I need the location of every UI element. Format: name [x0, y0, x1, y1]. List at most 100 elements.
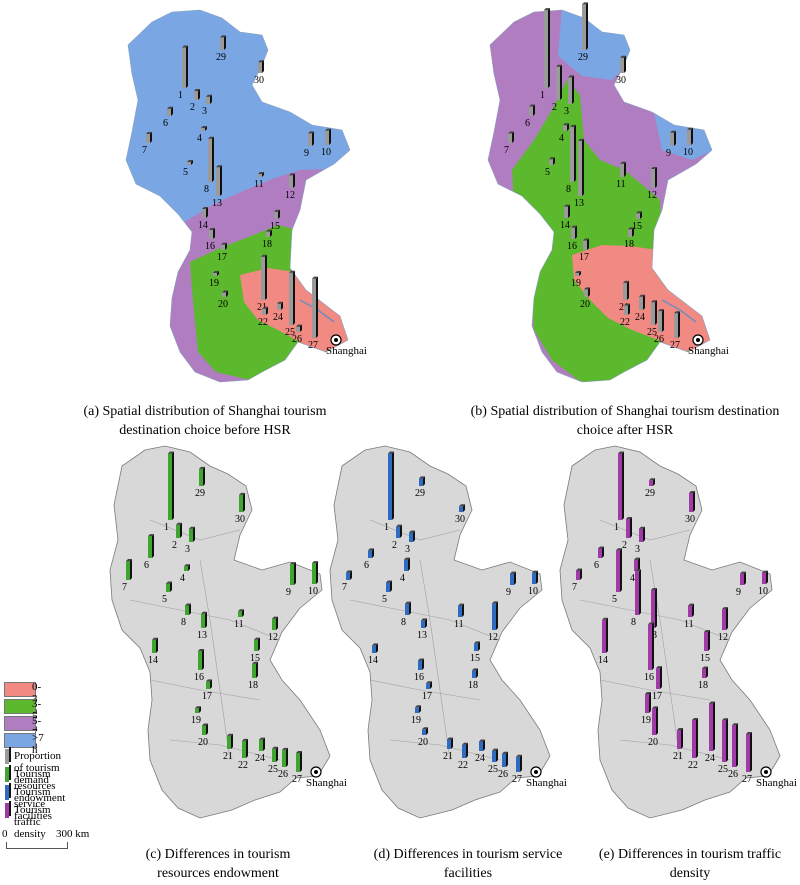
bar-top: [651, 300, 657, 303]
bar-top: [272, 746, 278, 749]
city-label: 29: [216, 52, 226, 63]
bar-top: [639, 294, 645, 297]
bar-front: [201, 613, 205, 628]
bar-side: [588, 287, 590, 297]
bar-side: [548, 8, 550, 89]
bar-side: [170, 581, 172, 592]
bar-top: [386, 580, 392, 583]
legend-swatch: [4, 699, 36, 714]
legend-swatch: [4, 716, 36, 731]
bar-a-city-13: [216, 165, 222, 196]
bar-d-city-8: [405, 601, 411, 615]
bar-e-city-29: [649, 478, 655, 486]
bar-top: [206, 679, 212, 682]
bar-top: [346, 570, 352, 573]
city-label: 7: [342, 582, 347, 593]
bar-side: [638, 557, 640, 571]
bar-c-city-30: [239, 492, 245, 512]
bar-front: [146, 134, 150, 143]
bar-top: [258, 60, 264, 63]
bar-d-city-10: [532, 570, 538, 584]
bar-front: [222, 292, 226, 297]
bar-side: [652, 622, 654, 670]
bar-front: [388, 453, 392, 520]
city-label: 1: [540, 90, 545, 101]
bar-top: [502, 751, 508, 754]
bar-d-city-5: [386, 580, 392, 592]
bar-front: [583, 240, 587, 250]
city-label: 5: [183, 167, 188, 178]
bar-top: [762, 570, 768, 573]
bar-front: [635, 571, 639, 615]
bar-d-city-19: [415, 705, 421, 713]
bar-side: [220, 165, 222, 196]
bar-c-city-12: [272, 616, 278, 630]
bar-side: [278, 209, 280, 219]
bar-front: [582, 4, 586, 50]
bar-front: [209, 230, 213, 239]
bar-side: [246, 738, 248, 758]
city-label: 7: [142, 145, 147, 156]
bar-top: [409, 530, 415, 533]
city-label: 3: [185, 544, 190, 555]
city-label: 16: [414, 672, 424, 683]
bar-side: [266, 306, 268, 315]
city-label: 24: [273, 312, 283, 323]
city-label: 15: [700, 653, 710, 664]
city-label: 29: [195, 488, 205, 499]
bar-side: [186, 45, 188, 88]
bar-side: [329, 128, 331, 145]
bar-side: [293, 173, 295, 188]
bar-top: [308, 131, 314, 134]
bar-front: [624, 305, 628, 315]
bar-top: [645, 692, 651, 694]
bar-top: [422, 727, 428, 730]
bar-front: [648, 624, 652, 670]
city-label: 13: [574, 198, 584, 209]
bar-side: [262, 60, 264, 73]
bar-side: [643, 294, 645, 310]
bar-front: [258, 62, 262, 73]
shanghai-label: Shanghai: [306, 777, 347, 789]
bar-front: [459, 506, 463, 512]
shanghai-marker-dot: [696, 338, 700, 342]
bar-e-city-10: [762, 570, 768, 584]
city-label: 3: [405, 544, 410, 555]
bar-top: [182, 45, 188, 48]
city-label: 25: [268, 764, 278, 775]
bar-top: [372, 643, 378, 646]
bar-side: [512, 131, 514, 143]
city-label: 14: [148, 655, 158, 666]
bar-side: [620, 548, 622, 592]
city-label: 4: [180, 573, 185, 584]
bar-front: [148, 536, 152, 558]
bar-top: [396, 524, 402, 527]
city-label: 10: [321, 147, 331, 158]
city-label: 1: [178, 90, 183, 101]
city-label: 30: [455, 514, 465, 525]
bar-top: [216, 165, 222, 168]
bar-top: [208, 136, 214, 139]
bar-top: [532, 570, 538, 573]
city-label: 29: [415, 488, 425, 499]
bar-side: [536, 570, 538, 584]
bar-c-city-8: [185, 603, 191, 615]
bar-top: [290, 562, 296, 565]
bar-c-city-9: [290, 562, 296, 585]
city-label: 22: [458, 760, 468, 771]
bar-e-city-1: [618, 451, 624, 520]
bar-a-city-26: [296, 324, 302, 332]
city-label: 2: [622, 540, 627, 551]
bar-a-city-14: [202, 207, 208, 218]
bar-front: [419, 478, 423, 486]
bar-top: [194, 89, 200, 91]
city-label: 18: [624, 239, 634, 250]
bar-e-city-14: [602, 617, 608, 653]
bar-front: [198, 651, 202, 670]
bar-side: [766, 570, 768, 584]
bar-top: [239, 492, 245, 495]
bar-e-city-27: [746, 732, 752, 772]
bar-front: [166, 583, 170, 592]
bar-top: [570, 124, 576, 127]
bar-side: [205, 611, 207, 628]
